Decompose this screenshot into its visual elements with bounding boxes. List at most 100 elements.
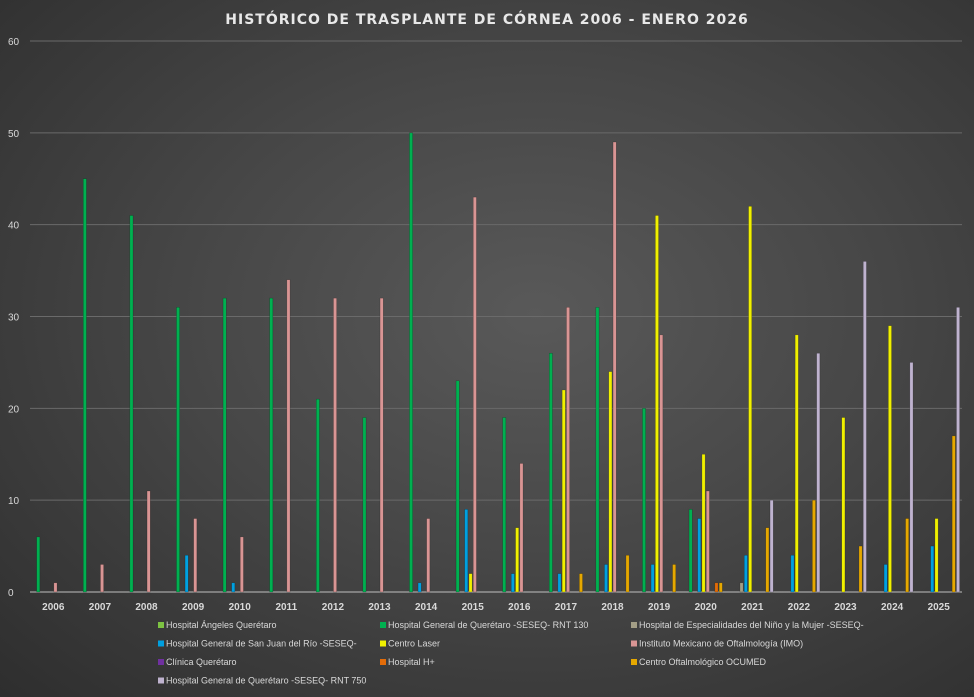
bar bbox=[744, 555, 748, 593]
legend-swatch bbox=[158, 677, 164, 684]
bar bbox=[193, 518, 198, 593]
legend-label: Hospital H+ bbox=[388, 657, 435, 667]
bar bbox=[672, 564, 676, 593]
bar bbox=[655, 215, 659, 593]
legend-swatch bbox=[631, 640, 637, 647]
x-tick-label: 2015 bbox=[462, 602, 485, 613]
bar bbox=[362, 417, 367, 593]
legend-item: Hospital General de Querétaro -SESEQ- RN… bbox=[380, 620, 588, 630]
bar bbox=[739, 582, 744, 593]
bar bbox=[561, 389, 566, 593]
bar bbox=[333, 297, 337, 593]
legend-swatch bbox=[380, 659, 386, 665]
y-tick-label: 60 bbox=[8, 37, 20, 48]
bar bbox=[566, 307, 570, 593]
legend-item: Instituto Mexicano de Oftalmología (IMO) bbox=[631, 639, 803, 649]
legend-swatch bbox=[158, 640, 164, 647]
legend-swatch bbox=[631, 659, 637, 665]
y-tick-label: 40 bbox=[8, 221, 20, 232]
bar bbox=[748, 206, 752, 593]
bar bbox=[473, 196, 477, 593]
legend-item: Hospital General de San Juan del Río -SE… bbox=[158, 639, 357, 649]
legend-label: Hospital General de Querétaro -SESEQ- RN… bbox=[166, 676, 366, 686]
bar bbox=[83, 178, 87, 593]
x-tick-label: 2023 bbox=[834, 602, 857, 613]
bar bbox=[905, 518, 909, 593]
legend-item: Hospital General de Querétaro -SESEQ- RN… bbox=[158, 676, 366, 686]
bar bbox=[100, 564, 104, 593]
legend-label: Hospital General de Querétaro -SESEQ- RN… bbox=[388, 620, 588, 630]
bar bbox=[625, 555, 630, 593]
x-tick-label: 2008 bbox=[135, 602, 158, 613]
legend-item: Hospital de Especialidades del Niño y la… bbox=[631, 620, 864, 630]
x-tick-label: 2017 bbox=[555, 602, 578, 613]
bar bbox=[53, 582, 58, 593]
bar bbox=[858, 545, 863, 593]
bar bbox=[608, 371, 613, 593]
legend-label: Hospital General de San Juan del Río -SE… bbox=[166, 639, 357, 649]
bar bbox=[883, 564, 888, 593]
bar bbox=[612, 141, 617, 593]
bar bbox=[316, 398, 320, 593]
bar bbox=[502, 417, 507, 593]
x-tick-label: 2009 bbox=[182, 602, 205, 613]
x-tick-label: 2012 bbox=[322, 602, 345, 613]
chart-title: HISTÓRICO DE TRASPLANTE DE CÓRNEA 2006 -… bbox=[225, 10, 748, 28]
bar bbox=[595, 307, 600, 593]
bar bbox=[816, 352, 821, 593]
bar bbox=[794, 334, 799, 593]
bar bbox=[769, 499, 774, 593]
x-tick-label: 2011 bbox=[275, 602, 297, 613]
bar bbox=[688, 509, 693, 593]
legend-swatch bbox=[631, 622, 637, 628]
x-tick-label: 2016 bbox=[508, 602, 531, 613]
bar bbox=[240, 536, 244, 593]
bar bbox=[659, 334, 664, 593]
bar bbox=[706, 490, 710, 593]
bar bbox=[841, 417, 846, 593]
legend-swatch bbox=[158, 622, 164, 628]
x-tick-label: 2014 bbox=[415, 602, 438, 613]
bar bbox=[701, 454, 706, 593]
legend-label: Instituto Mexicano de Oftalmología (IMO) bbox=[639, 639, 803, 649]
legend-swatch bbox=[380, 640, 386, 647]
bar bbox=[863, 261, 867, 593]
bar bbox=[714, 582, 719, 593]
x-tick-label: 2018 bbox=[601, 602, 624, 613]
bar bbox=[812, 499, 816, 593]
legend-item: Hospital Ángeles Querétaro bbox=[158, 620, 277, 630]
legend-swatch bbox=[158, 659, 164, 665]
legend-label: Hospital Ángeles Querétaro bbox=[166, 620, 277, 630]
bar bbox=[515, 527, 519, 593]
bar bbox=[269, 297, 274, 593]
y-tick-label: 30 bbox=[8, 313, 20, 324]
x-tick-label: 2013 bbox=[368, 602, 391, 613]
bar bbox=[579, 573, 583, 593]
x-tick-label: 2019 bbox=[648, 602, 671, 613]
x-tick-label: 2006 bbox=[42, 602, 65, 613]
legend-label: Clínica Querétaro bbox=[166, 657, 237, 667]
x-tick-label: 2022 bbox=[788, 602, 811, 613]
bar bbox=[464, 509, 469, 593]
x-tick-label: 2007 bbox=[89, 602, 112, 613]
bar bbox=[934, 518, 939, 593]
bar bbox=[176, 307, 180, 593]
bar bbox=[409, 132, 413, 593]
bar bbox=[909, 362, 914, 593]
y-tick-label: 50 bbox=[8, 129, 20, 140]
bar bbox=[222, 297, 227, 593]
bar bbox=[511, 573, 515, 593]
bar bbox=[765, 527, 770, 593]
bar bbox=[930, 545, 935, 593]
legend-label: Hospital de Especialidades del Niño y la… bbox=[639, 620, 864, 630]
y-tick-label: 10 bbox=[8, 496, 20, 507]
bar bbox=[36, 536, 41, 593]
legend-swatch bbox=[380, 622, 386, 628]
bar bbox=[642, 408, 646, 593]
bar bbox=[184, 555, 189, 593]
x-tick-label: 2010 bbox=[229, 602, 252, 613]
bar bbox=[426, 518, 431, 593]
x-tick-label: 2024 bbox=[881, 602, 904, 613]
bar bbox=[468, 573, 473, 593]
bar bbox=[790, 555, 795, 593]
